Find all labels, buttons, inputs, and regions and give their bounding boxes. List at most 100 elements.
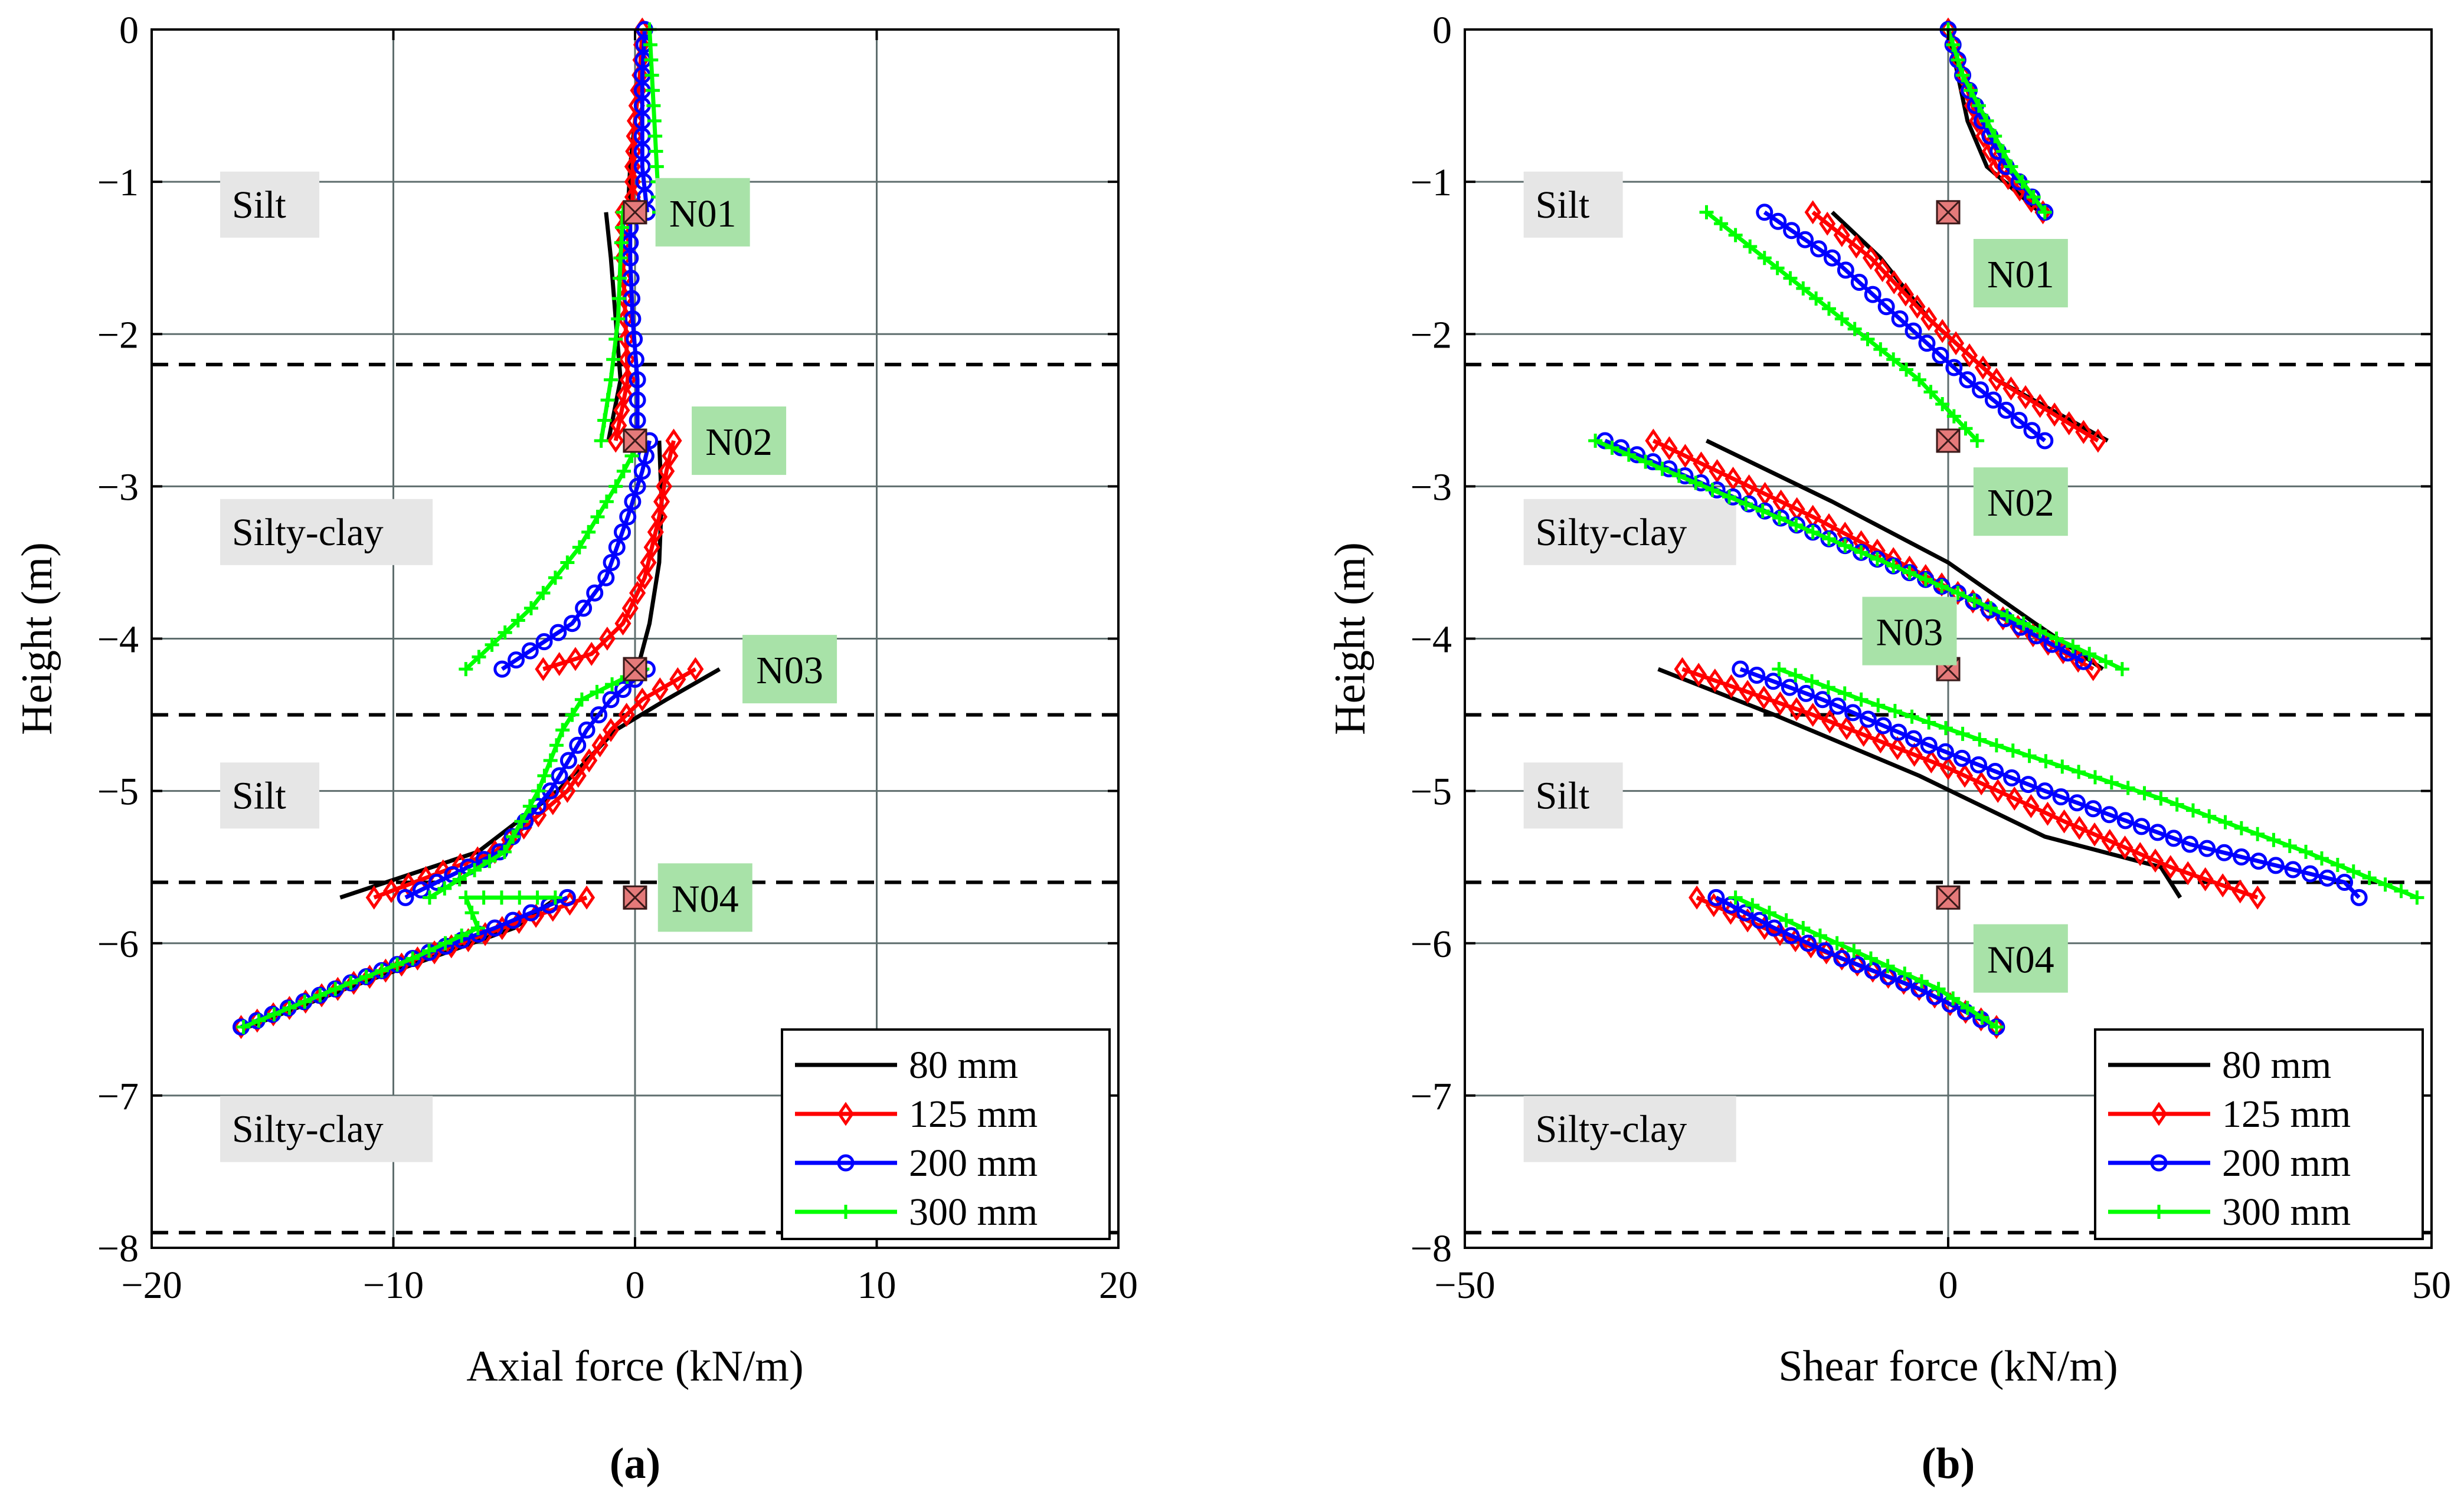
- diamond-marker: [1690, 663, 1707, 687]
- diamond-marker: [1874, 258, 1891, 283]
- y-tick-label: −6: [1411, 923, 1452, 966]
- node-marker-cross: [623, 200, 647, 224]
- diamond-marker: [1838, 716, 1856, 740]
- plus-marker: [506, 830, 521, 844]
- plus-marker: [2137, 786, 2152, 801]
- plus-marker: [421, 943, 436, 958]
- plus-marker: [597, 413, 612, 428]
- diamond-marker: [559, 779, 576, 804]
- diamond-marker: [2197, 867, 2214, 891]
- plus-marker: [2115, 662, 2129, 677]
- diamond-marker: [1772, 691, 1789, 716]
- plus-marker: [2055, 759, 2070, 774]
- plus-marker: [1671, 468, 1686, 483]
- series-line-segment: [373, 667, 697, 900]
- circle-marker: [1959, 371, 1977, 389]
- circle-marker: [413, 881, 430, 899]
- soil-layer-label: Silt: [1536, 774, 1590, 817]
- soil-layer-label-box: [220, 499, 433, 565]
- circle-marker: [1781, 678, 1798, 696]
- plus-marker: [1922, 715, 1936, 730]
- circle-marker: [493, 660, 511, 678]
- diamond-marker: [583, 641, 600, 666]
- circle-marker: [603, 553, 620, 571]
- circle-marker: [1732, 660, 1749, 678]
- plus-marker: [574, 692, 589, 707]
- plus-marker: [590, 684, 604, 699]
- legend-label: 80 mm: [2222, 1044, 2331, 1087]
- plus-marker: [514, 814, 529, 829]
- series-line-segment: [1739, 667, 2361, 899]
- plus-marker: [2202, 809, 2217, 824]
- plus-marker: [1838, 538, 1853, 553]
- plus-marker: [594, 433, 608, 448]
- plus-marker: [2346, 864, 2361, 879]
- plus-marker: [2394, 884, 2409, 899]
- circle-marker: [559, 752, 577, 769]
- series-300-mm: [1588, 22, 2424, 1034]
- plus-marker: [438, 936, 453, 950]
- circle-marker: [2181, 835, 2198, 853]
- diamond-marker: [2056, 809, 2073, 834]
- diamond-marker: [567, 647, 584, 671]
- plus-marker: [1905, 709, 1919, 724]
- diamond-marker: [618, 703, 635, 727]
- y-tick-label: −3: [1411, 465, 1452, 509]
- plus-marker: [2033, 624, 2047, 638]
- plus-marker: [1705, 483, 1720, 497]
- plus-marker: [482, 854, 497, 868]
- diamond-marker: [544, 791, 561, 815]
- diamond-marker: [607, 428, 624, 453]
- plus-marker: [297, 994, 312, 1009]
- circle-marker: [1864, 962, 1881, 979]
- circle-marker: [602, 691, 620, 709]
- circle-marker: [1751, 912, 1769, 929]
- diamond-marker: [636, 565, 653, 590]
- plus-marker: [467, 863, 482, 877]
- circle-marker: [1810, 240, 1828, 258]
- plus-marker: [1809, 291, 1824, 306]
- circle-marker: [521, 642, 539, 660]
- y-tick-label: −7: [1411, 1075, 1452, 1118]
- plus-marker: [646, 83, 660, 98]
- diamond-marker: [1725, 467, 1742, 491]
- x-tick-label: 0: [626, 1264, 645, 1307]
- diamond-marker: [2150, 1102, 2168, 1126]
- plus-marker: [572, 540, 587, 555]
- diamond-marker: [2031, 394, 2049, 418]
- plus-marker: [1958, 421, 1973, 436]
- plus-marker: [1854, 545, 1869, 560]
- plus-marker: [1873, 342, 1888, 357]
- plus-marker: [1783, 271, 1798, 286]
- diamond-marker: [1954, 63, 1971, 87]
- circle-marker: [1850, 273, 1868, 291]
- diamond-marker: [1661, 436, 1678, 461]
- diamond-marker: [614, 230, 631, 255]
- plus-marker: [1621, 447, 1636, 462]
- circle-marker: [2010, 412, 2028, 430]
- plus-marker: [2250, 827, 2265, 841]
- plus-marker: [604, 372, 619, 387]
- chart-panel-b: Silt Silty-clay Silt Silty-clay N01 N02 N03 N04…: [1326, 9, 2451, 1488]
- diamond-marker: [1804, 703, 1821, 727]
- plus-marker: [1984, 601, 1998, 615]
- plus-marker: [454, 928, 469, 943]
- plus-marker: [1897, 966, 1912, 981]
- plus-marker: [1964, 83, 1978, 98]
- node-label-box: [1973, 467, 2068, 536]
- plus-marker: [1772, 510, 1786, 525]
- plus-marker: [600, 393, 615, 408]
- diamond-marker: [1706, 668, 1723, 693]
- plus-marker: [1914, 974, 1929, 989]
- circle-marker: [2233, 848, 2250, 866]
- circle-marker: [1797, 231, 1814, 248]
- node-label: N01: [1987, 253, 2054, 296]
- plus-marker: [548, 890, 562, 905]
- plus-marker: [1972, 732, 1987, 747]
- plus-marker: [1870, 552, 1884, 566]
- plus-marker: [605, 677, 620, 691]
- circle-marker: [2020, 776, 2037, 794]
- diamond-marker: [2231, 879, 2249, 904]
- y-tick-label: −4: [1411, 618, 1452, 661]
- diamond-marker: [652, 677, 669, 701]
